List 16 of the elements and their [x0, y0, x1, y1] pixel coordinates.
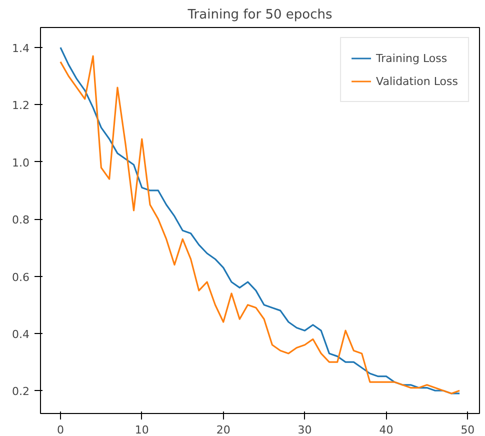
- x-tick-label: 0: [56, 424, 64, 436]
- y-tick-label: 1.0: [12, 156, 30, 170]
- chart-title: Training for 50 epochs: [186, 8, 332, 22]
- legend-label: Training Loss: [376, 52, 448, 64]
- y-tick-label: 1.4: [12, 42, 30, 56]
- y-tick-label: 0.8: [12, 214, 30, 227]
- y-tick-label: 0.6: [12, 270, 30, 284]
- y-tick-label: 1.2: [12, 99, 30, 112]
- y-tick-label: 0.2: [12, 385, 30, 398]
- x-tick-label: 40: [379, 424, 394, 436]
- x-tick-label: 20: [216, 424, 230, 436]
- legend-label: Validation Loss: [376, 74, 458, 88]
- x-tick-label: 30: [298, 424, 312, 436]
- x-tick-label: 10: [134, 424, 149, 436]
- y-tick-label: 0.4: [12, 328, 30, 341]
- x-tick-label: 50: [460, 424, 475, 436]
